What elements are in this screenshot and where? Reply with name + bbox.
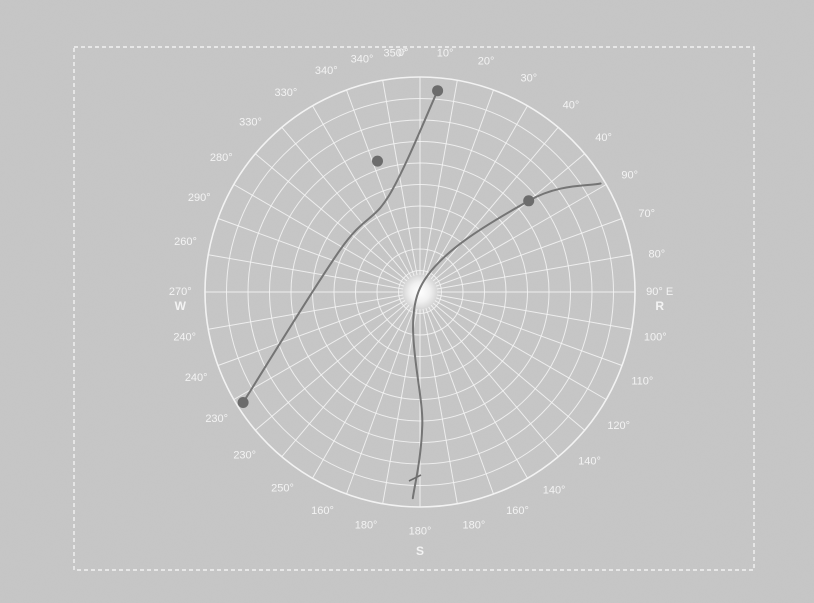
grid-spoke	[432, 302, 586, 431]
degree-label: 340°	[315, 65, 338, 77]
degree-label: 80°	[648, 248, 665, 260]
grid-spoke	[434, 184, 607, 284]
degree-label: 230°	[233, 449, 256, 461]
degree-label: 180°	[463, 520, 486, 532]
grid-spoke	[346, 308, 415, 495]
degree-label-layer: 0° 10° 20° 30° 40° 40° 90° 70° 80° 90° E 100° 110° 1…	[169, 47, 673, 538]
degree-label: 90°	[621, 170, 638, 182]
grid-spoke	[281, 304, 410, 458]
track-layer	[242, 89, 602, 500]
degree-label: 250°	[271, 482, 294, 494]
degree-label: 350°	[384, 48, 407, 60]
track-right	[411, 182, 602, 500]
grid-spoke	[312, 306, 412, 479]
grid-spoke	[430, 126, 559, 280]
degree-label: 330°	[239, 116, 262, 128]
direction-label: W	[175, 299, 187, 313]
grid-spoke	[425, 89, 494, 276]
degree-label: 340°	[351, 53, 374, 65]
degree-label: 270°	[169, 286, 192, 298]
grid-spoke	[422, 80, 458, 276]
grid-spoke	[425, 308, 494, 495]
marker-upper-right	[523, 195, 535, 207]
degree-label: 90° E	[646, 286, 673, 298]
grid-spoke	[436, 254, 632, 290]
center-glow	[398, 270, 442, 314]
grid-spoke	[217, 297, 404, 366]
degree-label: 330°	[275, 87, 298, 99]
degree-label: 160°	[311, 505, 334, 517]
degree-label: 110°	[631, 376, 653, 388]
dashed-frame	[73, 46, 755, 571]
grid-spoke	[432, 153, 586, 282]
grid-spoke	[436, 297, 623, 366]
marker-lower-left	[237, 397, 249, 408]
grid-spoke	[436, 218, 623, 287]
direction-label: S	[416, 544, 424, 558]
grid-spoke	[208, 254, 404, 290]
grid-spoke	[254, 302, 408, 431]
grid-spoke	[254, 153, 408, 282]
degree-label: 20°	[478, 56, 495, 68]
degree-label: 0°	[398, 47, 409, 59]
degree-label: 120°	[607, 420, 630, 432]
grid-spoke	[346, 89, 415, 276]
grid-spoke	[382, 308, 418, 504]
grid-spoke	[434, 300, 607, 400]
grid-spoke	[422, 308, 458, 504]
degree-label: 10°	[437, 48, 454, 60]
track-left	[242, 89, 439, 404]
grid-spoke	[217, 218, 404, 287]
grid-spoke	[428, 105, 528, 278]
direction-label: R	[655, 299, 664, 313]
grid-spoke	[233, 184, 406, 284]
grid-spoke	[281, 126, 410, 280]
degree-label: 180°	[409, 526, 432, 538]
tick-mark-bottom	[408, 474, 422, 482]
degree-label: 260°	[174, 236, 197, 248]
degree-label: 40°	[595, 132, 612, 144]
degree-label: 240°	[173, 332, 196, 344]
direction-label-layer: W R S	[175, 299, 665, 558]
degree-label: 40°	[563, 100, 580, 112]
grid-spoke	[430, 304, 559, 458]
degree-label: 100°	[644, 332, 667, 344]
grid-spoke	[436, 294, 632, 330]
degree-label: 240°	[185, 372, 208, 384]
marker-top	[432, 85, 444, 97]
degree-label: 180°	[355, 520, 378, 532]
degree-label: 160°	[506, 505, 529, 517]
degree-label: 140°	[543, 485, 566, 497]
degree-label: 280°	[210, 152, 233, 164]
grid-spoke	[382, 80, 418, 276]
grid-spoke	[208, 294, 404, 330]
marker-upper-left	[372, 155, 383, 167]
marker-layer	[237, 85, 535, 408]
degree-label: 230°	[205, 413, 228, 425]
degree-label: 30°	[520, 72, 537, 84]
grid-spoke	[233, 300, 406, 400]
degree-label: 140°	[578, 455, 601, 467]
grid-spoke	[428, 306, 528, 479]
degree-label: 70°	[638, 208, 655, 220]
degree-label: 290°	[188, 192, 211, 204]
grid-spoke	[312, 105, 412, 278]
